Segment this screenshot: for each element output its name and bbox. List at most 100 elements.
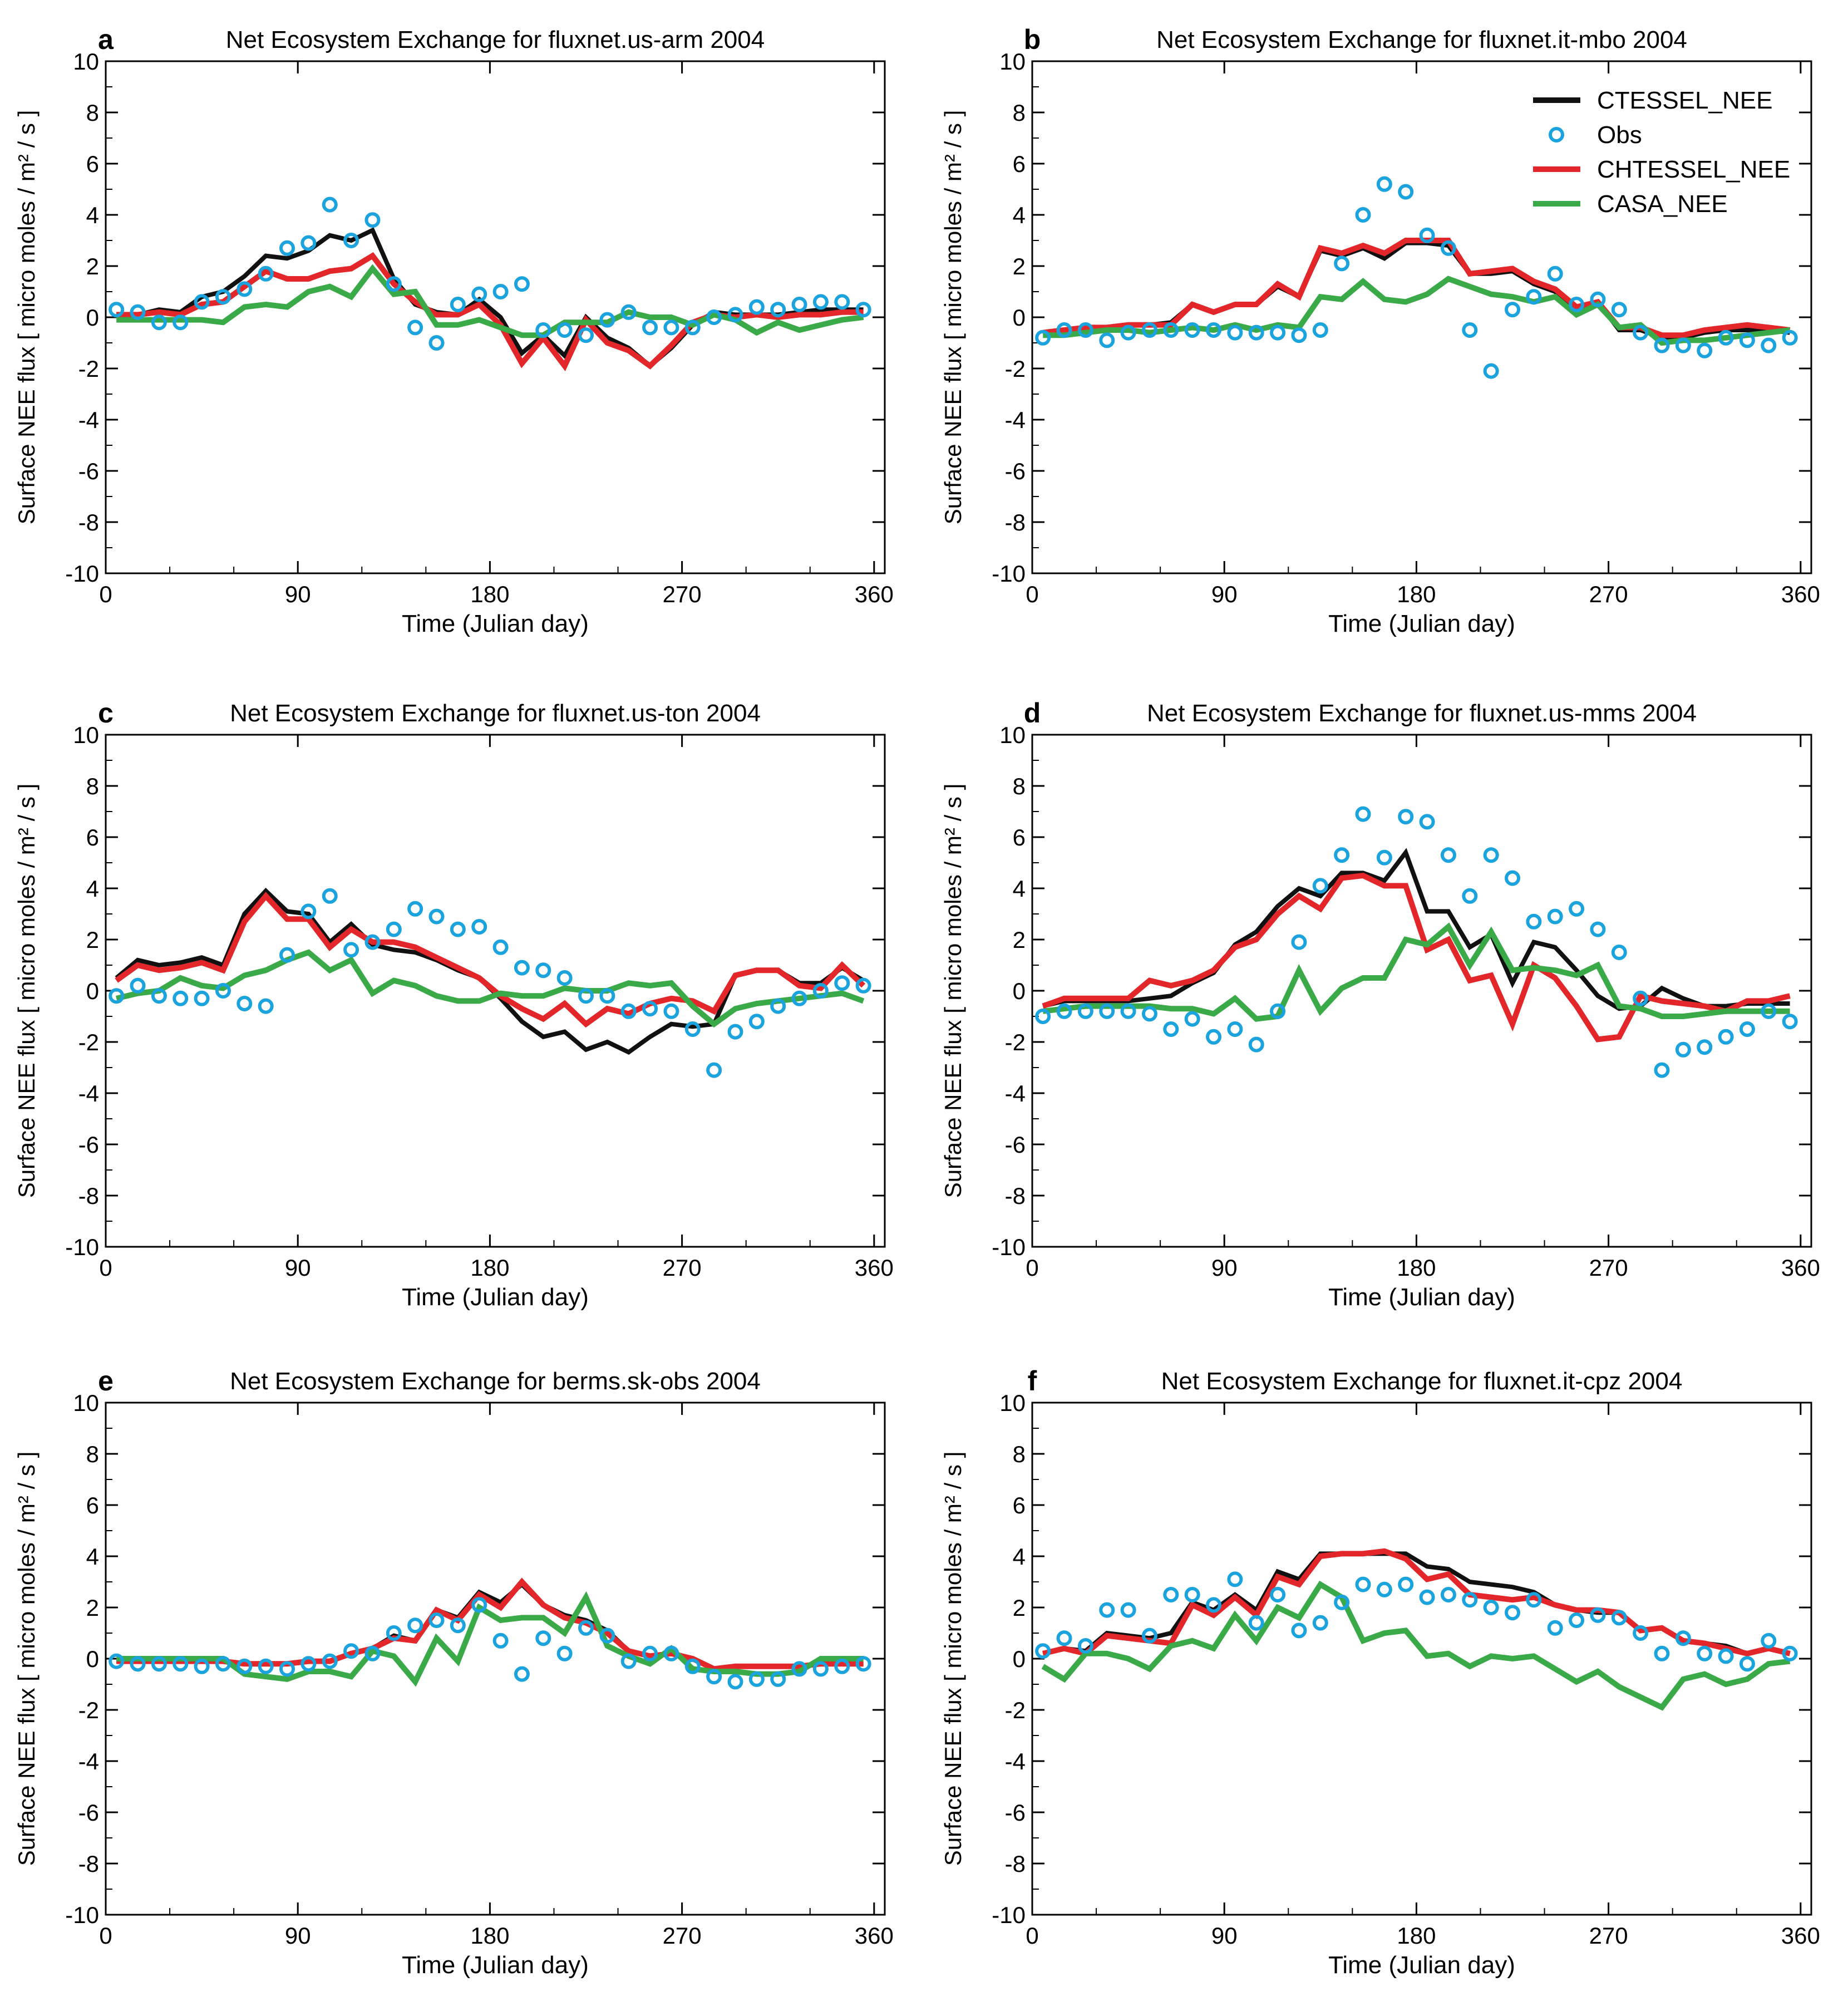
obs-point — [1440, 847, 1456, 863]
obs-point — [1483, 1600, 1499, 1615]
obs-point — [834, 975, 850, 991]
panel-f: -10 -8 -6 -4 -2 0 2 4 6 8 10 0 90 180 270 360 f Net Ecosy… — [940, 1365, 1820, 1979]
obs-point — [428, 1612, 445, 1628]
obs-point — [1569, 1612, 1585, 1628]
obs-point — [215, 983, 231, 999]
plot-frame — [1031, 734, 1812, 1248]
obs-point — [130, 977, 146, 994]
y-tick-label: -2 — [1005, 1697, 1026, 1723]
legend-label-obs: Obs — [1597, 121, 1642, 149]
obs-point — [1462, 322, 1478, 338]
chtessel-series-line — [115, 892, 866, 1028]
legend: CTESSEL_NEE Obs CHTESSEL_NEE CASA_NEE — [1533, 87, 1790, 218]
x-tick-label: 0 — [1026, 1255, 1038, 1281]
casa-series-line — [1041, 1580, 1791, 1711]
obs-point — [834, 1658, 850, 1674]
y-tick-label: 8 — [86, 1441, 99, 1467]
panel-d: -10 -8 -6 -4 -2 0 2 4 6 8 10 0 90 180 270 360 d Net Ecosy… — [940, 697, 1820, 1311]
obs-point — [1675, 337, 1691, 353]
obs-point — [1206, 1029, 1222, 1045]
obs-point — [1718, 1029, 1734, 1045]
y-tick-label: 0 — [1013, 1646, 1026, 1672]
obs-point — [1761, 1003, 1777, 1019]
casa-series-line — [116, 264, 864, 338]
obs-point — [684, 319, 701, 336]
obs-point — [1547, 266, 1563, 282]
obs-point — [1440, 240, 1456, 256]
obs-point — [1056, 1630, 1072, 1646]
chart-title: Net Ecosystem Exchange for fluxnet.it-mb… — [1156, 26, 1687, 53]
x-tick-label: 270 — [1589, 581, 1628, 607]
plot-frame — [1031, 1402, 1812, 1916]
y-tick-label: -6 — [1005, 1132, 1026, 1158]
obs-point — [1376, 176, 1392, 192]
chtessel-series-line — [1042, 872, 1791, 1043]
obs-point — [1312, 878, 1328, 894]
obs-point — [1654, 1645, 1670, 1661]
obs-point — [1462, 888, 1478, 904]
obs-point — [1654, 337, 1670, 353]
obs-point — [599, 988, 615, 1004]
obs-point — [322, 888, 338, 904]
y-tick-label: 0 — [86, 304, 99, 331]
y-tick-label: -4 — [1005, 1080, 1026, 1107]
obs-point — [1248, 1036, 1264, 1053]
y-tick-label: 6 — [1013, 824, 1026, 850]
y-tick-label: 4 — [86, 876, 99, 902]
obs-point — [300, 235, 317, 251]
obs-point — [791, 990, 807, 1006]
y-tick-label: -10 — [992, 560, 1026, 587]
obs-point — [1184, 322, 1200, 338]
obs-point — [599, 1628, 615, 1644]
obs-point — [1312, 322, 1328, 338]
obs-point — [620, 1653, 637, 1669]
chtessel-series-line — [116, 252, 864, 372]
obs-point — [194, 1658, 210, 1674]
y-tick-label: -10 — [65, 560, 99, 587]
obs-point — [1739, 332, 1755, 348]
y-tick-label: -10 — [992, 1902, 1026, 1928]
obs-point — [1569, 297, 1585, 312]
y-tick-label: 2 — [86, 927, 99, 953]
obs-point — [194, 294, 210, 310]
obs-point — [343, 233, 359, 248]
obs-point — [215, 1656, 231, 1672]
y-tick-label: -10 — [992, 1234, 1026, 1260]
obs-point — [130, 304, 146, 320]
x-tick-label: 180 — [470, 1923, 509, 1949]
y-tick-label: 2 — [86, 1595, 99, 1621]
obs-point — [1569, 901, 1585, 917]
x-tick-label: 360 — [1781, 581, 1820, 607]
x-tick-label: 90 — [285, 581, 311, 607]
obs-point — [1035, 330, 1051, 346]
obs-point — [663, 1003, 679, 1019]
obs-point — [1590, 291, 1606, 307]
y-tick-label: -4 — [1005, 407, 1026, 433]
obs-point — [791, 1661, 807, 1677]
y-axis-label: Surface NEE flux [ micro moles / m² / s … — [940, 1452, 966, 1866]
obs-point — [1547, 908, 1563, 925]
y-tick-label: 4 — [86, 202, 99, 228]
x-tick-label: 270 — [663, 581, 702, 607]
panel-letter: f — [1028, 1365, 1037, 1397]
obs-point — [1633, 1625, 1649, 1641]
obs-point — [1227, 1571, 1243, 1587]
obs-point — [364, 1645, 381, 1661]
x-tick-label: 180 — [470, 1255, 509, 1281]
obs-point — [1334, 255, 1350, 272]
x-tick-label: 90 — [285, 1255, 311, 1281]
obs-point — [130, 1656, 146, 1672]
y-tick-label: -6 — [78, 1132, 99, 1158]
obs-point — [1291, 934, 1307, 950]
obs-point — [1697, 1645, 1713, 1661]
obs-point — [279, 1661, 295, 1677]
obs-point — [834, 294, 850, 310]
plot-frame — [1031, 60, 1812, 574]
obs-point — [322, 1653, 338, 1669]
x-tick-label: 360 — [855, 581, 894, 607]
obs-point — [1056, 1003, 1072, 1019]
obs-point — [194, 990, 210, 1006]
obs-point — [343, 1643, 359, 1659]
obs-point — [1739, 1021, 1755, 1037]
y-tick-label: -2 — [78, 356, 99, 382]
